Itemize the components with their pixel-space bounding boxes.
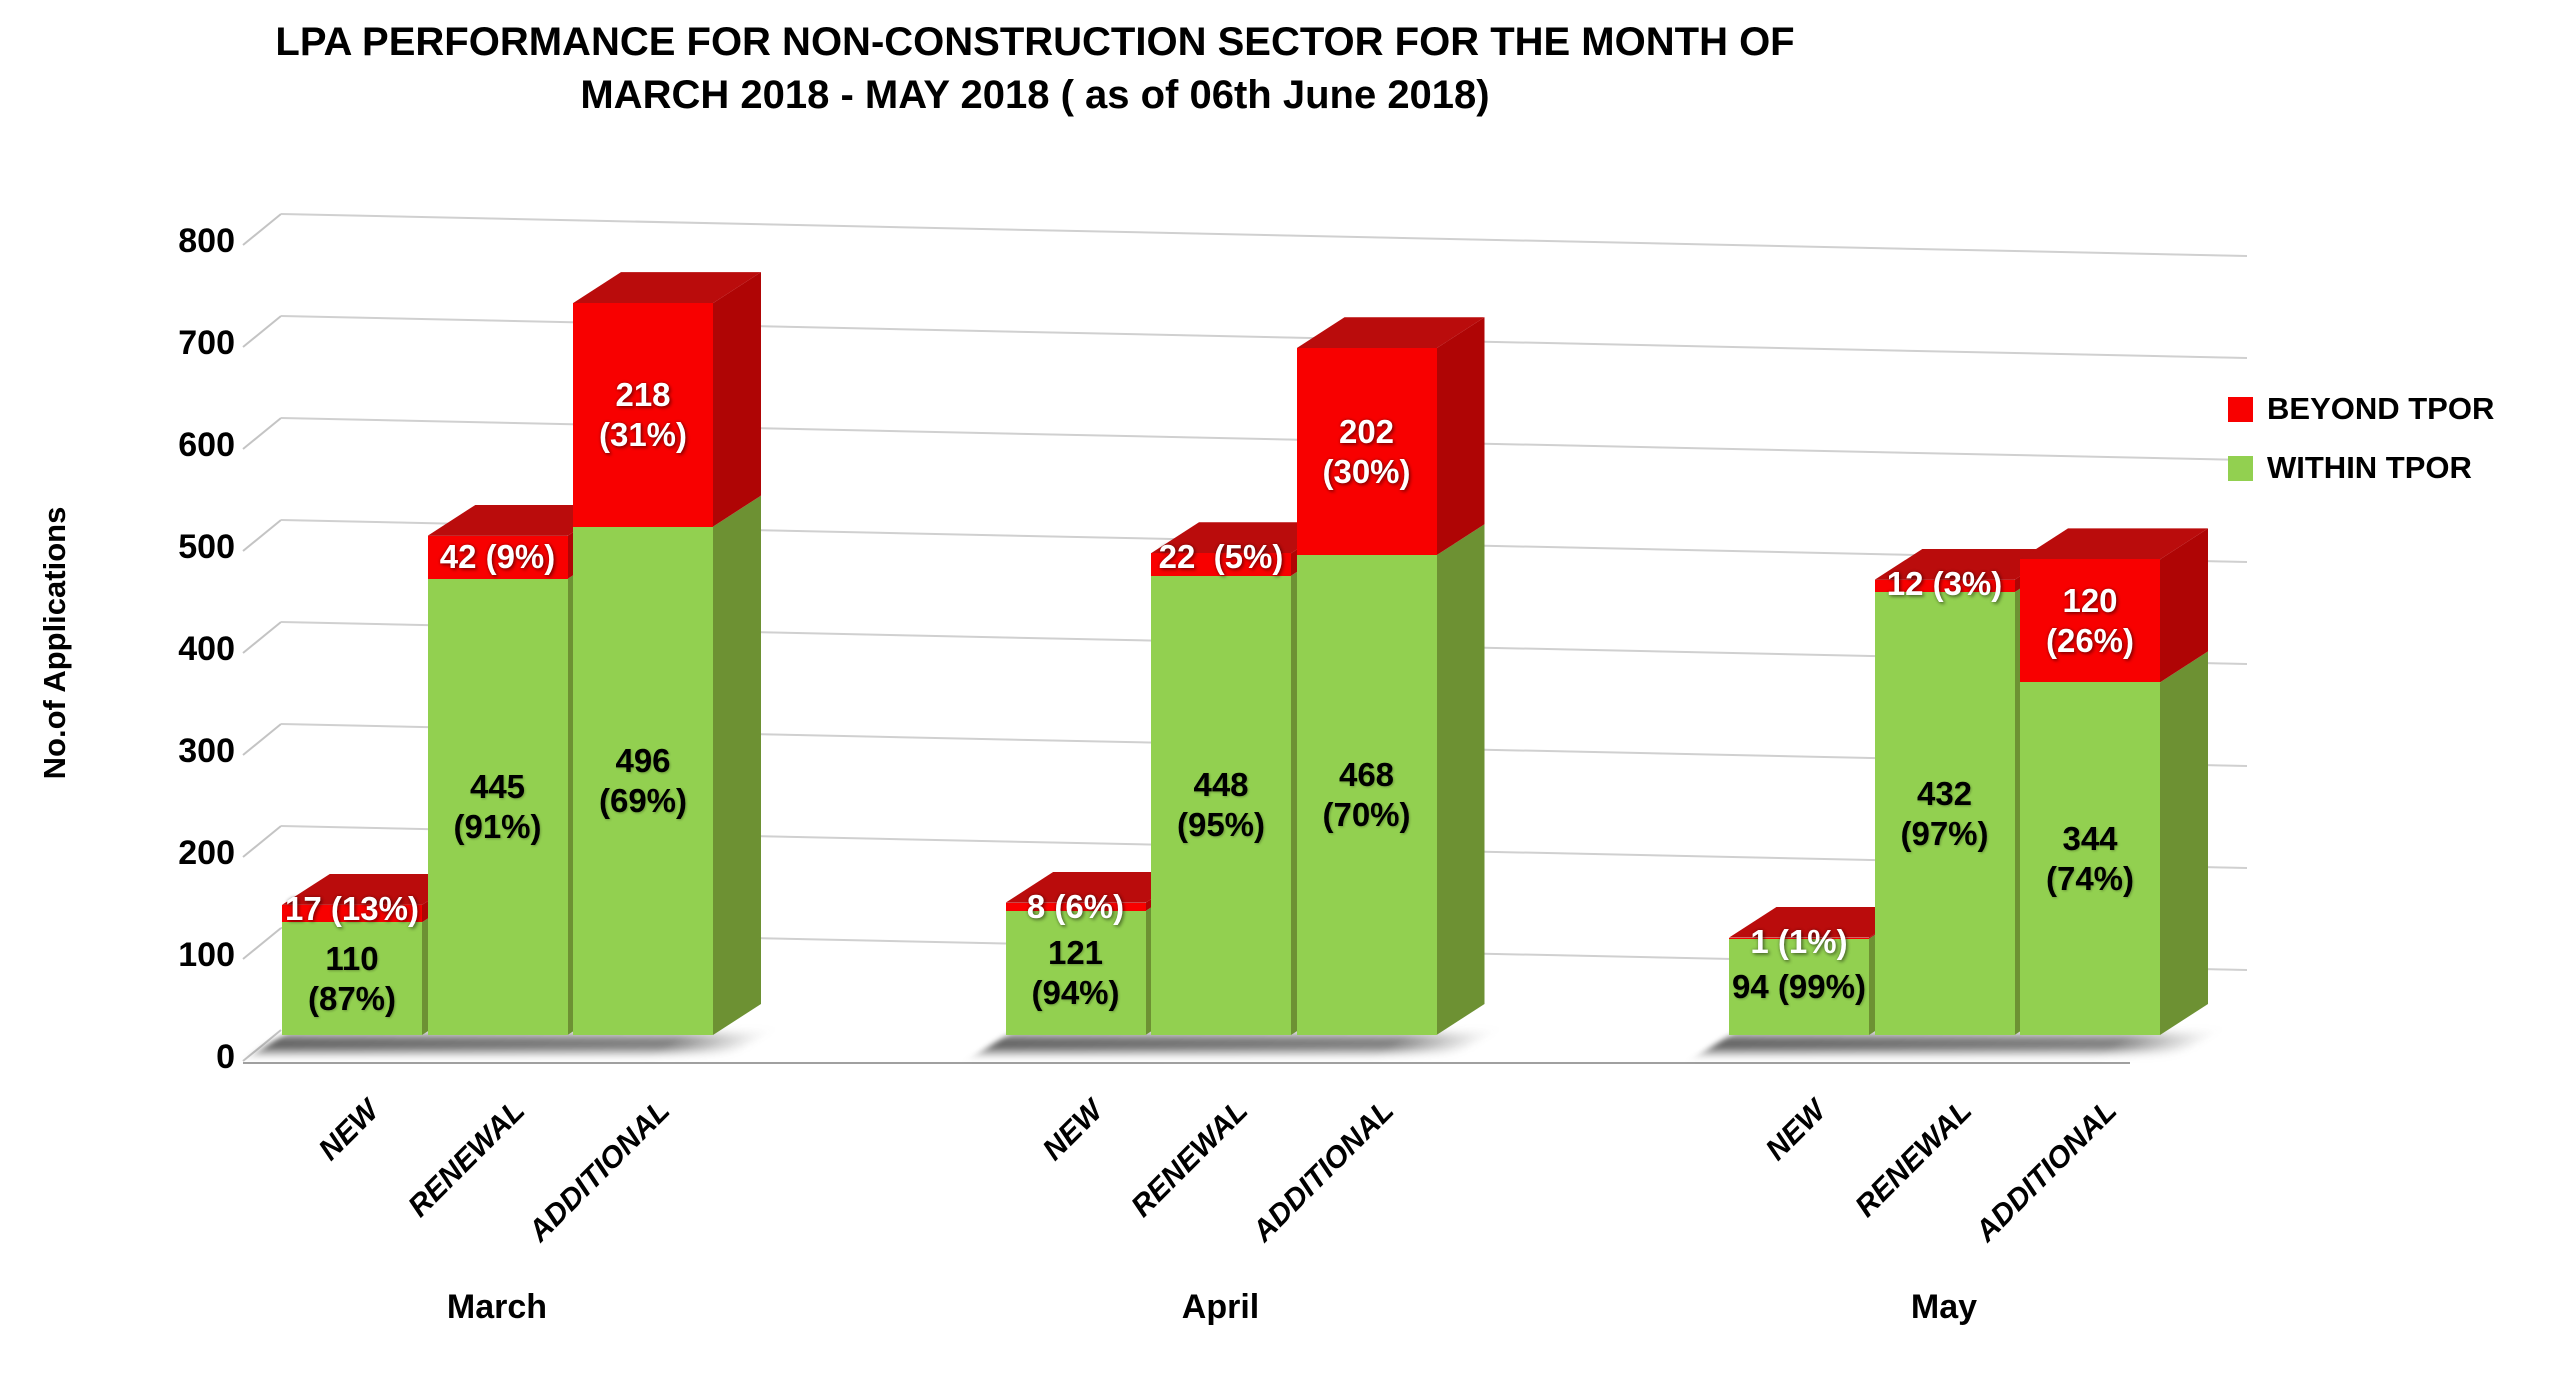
month-label-may: May — [1910, 1288, 1978, 1326]
y-tick-mark-200 — [242, 825, 282, 858]
bar-april-renewal-beyond-label: 22 (5%) — [1158, 538, 1284, 576]
bar-may-new-beyond-label: 1 (1%) — [1750, 922, 1848, 960]
y-tick-label-500: 500 — [178, 528, 235, 566]
bar-april-renewal-within-front — [1151, 575, 1291, 1035]
bar-march-new-within-label: 110 (87%) — [307, 939, 397, 1017]
y-tick-label-700: 700 — [178, 324, 235, 362]
bar-march-additional-within-front — [573, 526, 713, 1035]
bar-may-renewal-within-front — [1874, 592, 2015, 1035]
bar-april-additional-beyond-label: 202 (30%) — [1322, 412, 1411, 490]
y-tick-mark-700 — [242, 315, 282, 348]
bar-march-new-beyond-label: 17 (13%) — [285, 889, 419, 927]
legend-label-within-tpor: WITHIN TPOR — [2267, 450, 2472, 485]
floor-shadow-may — [1704, 1035, 2214, 1052]
bar-may-additional-within-label: 344 (74%) — [2045, 819, 2135, 897]
bar-may-renewal-beyond-label: 12 (3%) — [1886, 564, 2003, 602]
y-tick-mark-600 — [242, 417, 282, 450]
bar-april-renewal-within-label: 448 (95%) — [1176, 766, 1266, 844]
bar-april-additional-within-label: 468 (70%) — [1322, 756, 1411, 834]
bar-april-new-within-front — [1005, 910, 1146, 1035]
bar-april-new-beyond-label: 8 (6%) — [1026, 887, 1125, 925]
bar-march-additional-beyond-front — [573, 303, 713, 527]
y-tick-label-300: 300 — [178, 732, 235, 770]
legend-swatch-within-tpor — [2228, 455, 2253, 481]
bar-april-new-beyond-front — [1005, 902, 1146, 911]
chart-title: LPA PERFORMANCE FOR NON-CONSTRUCTION SEC… — [0, 16, 2070, 122]
bar-march-additional-beyond-side — [713, 272, 761, 526]
bar-march-renewal-within-front — [427, 578, 568, 1035]
bar-march-new-beyond-front — [282, 904, 422, 923]
gridline-800 — [280, 213, 2248, 257]
y-tick-mark-300 — [242, 723, 282, 756]
bar-april-additional-beyond-front — [1296, 348, 1437, 556]
month-label-march: March — [446, 1288, 548, 1326]
y-tick-label-100: 100 — [178, 936, 235, 974]
y-tick-label-200: 200 — [178, 834, 235, 872]
legend-swatch-beyond-tpor — [2228, 396, 2253, 422]
bar-april-additional-within-side — [1437, 524, 1485, 1035]
bar-march-renewal-beyond-front — [427, 535, 568, 579]
bar-may-renewal-within-label: 432 (97%) — [1900, 774, 1989, 852]
bar-may-additional-beyond-front — [2020, 559, 2160, 683]
legend-label-beyond-tpor: BEYOND TPOR — [2267, 391, 2495, 426]
y-tick-mark-400 — [242, 621, 282, 654]
floor-shadow-april — [981, 1035, 1491, 1052]
bar-march-additional-beyond-label: 218 (31%) — [598, 375, 688, 453]
floor-shadow-march — [257, 1035, 767, 1052]
legend: BEYOND TPOR WITHIN TPOR — [2228, 386, 2494, 504]
y-tick-label-0: 0 — [216, 1038, 235, 1076]
bar-may-new-within-label: 94 (99%) — [1732, 967, 1866, 1005]
y-tick-mark-500 — [242, 519, 282, 552]
month-label-april: April — [1181, 1288, 1260, 1326]
y-tick-label-800: 800 — [178, 222, 235, 260]
chart-title-line1: LPA PERFORMANCE FOR NON-CONSTRUCTION SEC… — [275, 20, 1795, 64]
y-tick-label-400: 400 — [178, 630, 235, 668]
bar-march-renewal-within-label: 445 (91%) — [453, 767, 542, 845]
bar-april-new-within-label: 121 (94%) — [1031, 933, 1120, 1011]
y-tick-mark-800 — [242, 213, 282, 246]
legend-item-beyond-tpor: BEYOND TPOR — [2228, 386, 2494, 432]
bar-may-renewal-beyond-front — [1874, 579, 2015, 593]
bar-march-renewal-beyond-label: 42 (9%) — [439, 538, 556, 576]
bar-may-additional-within-side — [2160, 651, 2208, 1035]
bar-march-additional-within-side — [713, 496, 761, 1035]
bar-march-new-within-front — [282, 922, 422, 1035]
bar-april-additional-beyond-side — [1437, 317, 1485, 555]
legend-item-within-tpor: WITHIN TPOR — [2228, 445, 2494, 491]
bar-april-renewal-beyond-front — [1151, 553, 1291, 576]
bar-april-additional-within-front — [1296, 555, 1437, 1035]
chart-title-line2: MARCH 2018 - MAY 2018 ( as of 06th June … — [580, 73, 1490, 117]
bar-may-additional-within-front — [2020, 682, 2160, 1035]
y-axis-title: No.of Applications — [37, 506, 72, 780]
bar-may-new-beyond-front — [1729, 937, 1869, 939]
bar-may-additional-beyond-label: 120 (26%) — [2045, 581, 2135, 659]
bar-may-new-within-front — [1729, 938, 1869, 1035]
bar-march-additional-within-label: 496 (69%) — [598, 741, 688, 819]
y-tick-label-600: 600 — [178, 426, 235, 464]
